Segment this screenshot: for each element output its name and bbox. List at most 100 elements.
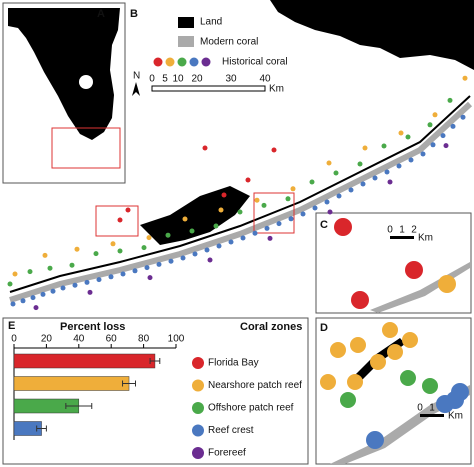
site [285, 196, 291, 202]
legend-dot [189, 57, 199, 67]
site [182, 216, 188, 222]
site [120, 271, 126, 277]
site [432, 112, 438, 118]
site [245, 177, 251, 183]
site [228, 239, 234, 245]
site [168, 258, 174, 264]
legend-swatch [178, 36, 194, 47]
panel-d-frame [315, 317, 472, 465]
scale-bar [390, 236, 414, 239]
scale-label: 0 [417, 403, 423, 414]
x-tick-label: 100 [168, 334, 185, 345]
site [384, 169, 390, 175]
site [427, 122, 433, 128]
site [216, 243, 222, 249]
site [351, 291, 369, 309]
site [336, 193, 342, 199]
site [60, 285, 66, 291]
inset-box [253, 192, 295, 234]
site [309, 179, 315, 185]
site [96, 277, 102, 283]
legend-label: Land [200, 17, 222, 28]
site [30, 295, 36, 301]
site [290, 186, 296, 192]
site [110, 241, 116, 247]
site [261, 202, 267, 208]
site [7, 281, 13, 287]
site [218, 207, 224, 213]
site [422, 378, 438, 394]
legend-dot [192, 379, 204, 392]
site [430, 142, 436, 148]
site [180, 255, 186, 261]
mainland [270, 0, 474, 70]
site [213, 223, 219, 229]
site [47, 265, 53, 271]
error-bar [149, 358, 161, 364]
legend-dot [192, 447, 204, 459]
modern-coral [330, 385, 470, 464]
site [372, 175, 378, 181]
site [402, 332, 418, 348]
lake [79, 75, 93, 89]
site [189, 228, 195, 234]
legend-dot [165, 57, 175, 67]
legend-dot [192, 424, 204, 437]
site [267, 235, 273, 241]
chart-title: Percent loss [60, 321, 125, 333]
site [382, 322, 398, 338]
site [202, 145, 208, 151]
site [108, 274, 114, 280]
site [117, 217, 123, 223]
site [324, 199, 330, 205]
site [396, 163, 402, 169]
legend-dot [192, 402, 204, 414]
x-tick-label: 20 [41, 334, 53, 345]
site [447, 97, 453, 103]
site [300, 211, 306, 217]
panel-label: A [97, 8, 105, 20]
site [132, 268, 138, 274]
site [10, 301, 16, 307]
scale-label: 40 [259, 74, 271, 85]
site [93, 251, 99, 257]
x-tick-label: 0 [11, 334, 17, 345]
site [327, 209, 333, 215]
site [438, 275, 456, 293]
legend-dot [177, 57, 187, 67]
inset-box [95, 205, 139, 237]
site [240, 235, 246, 241]
legend-label: Forereef [208, 448, 246, 459]
site [141, 245, 147, 251]
legend-label: Reef crest [208, 425, 254, 436]
site [443, 143, 449, 149]
site [460, 114, 466, 120]
site [446, 391, 464, 409]
scale-label: 30 [225, 74, 237, 85]
modern-coral [9, 101, 473, 303]
site [72, 282, 78, 288]
site [387, 344, 403, 360]
inset-box [51, 127, 121, 169]
panel-label: E [8, 320, 15, 332]
site [146, 235, 152, 241]
error-bar [65, 403, 93, 409]
site [237, 209, 243, 215]
site [271, 147, 277, 153]
site [40, 291, 46, 297]
site [357, 161, 363, 167]
site [450, 123, 456, 129]
modern-coral [370, 262, 470, 313]
site [405, 261, 423, 279]
panel-label: B [130, 8, 138, 20]
site [320, 374, 336, 390]
site [20, 298, 26, 304]
site [348, 187, 354, 193]
x-tick-label: 40 [73, 334, 85, 345]
scale-label: 1 [429, 403, 435, 414]
scale-bar [420, 414, 444, 417]
scale-unit: Km [418, 233, 433, 244]
site [398, 130, 404, 136]
error-bar [36, 425, 47, 432]
